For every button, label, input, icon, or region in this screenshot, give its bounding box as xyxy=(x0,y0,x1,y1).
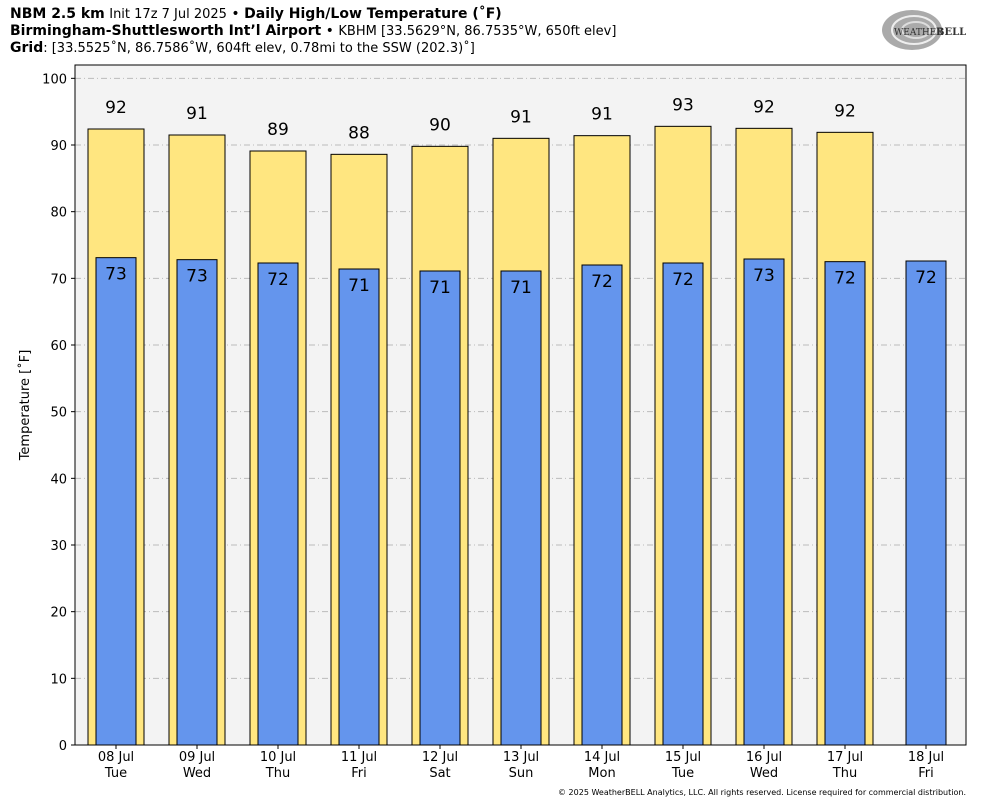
low-label: 71 xyxy=(510,278,532,298)
y-tick-label: 80 xyxy=(50,206,67,221)
high-label: 88 xyxy=(348,123,370,143)
high-label: 93 xyxy=(672,95,694,115)
low-bar xyxy=(743,258,785,746)
plot-frame xyxy=(74,64,967,746)
high-label: 91 xyxy=(186,104,208,124)
y-axis-label: Temperature [˚F] xyxy=(17,350,33,462)
low-label: 71 xyxy=(429,278,451,298)
x-tick-day: Tue xyxy=(104,766,127,781)
low-label: 72 xyxy=(834,269,856,289)
separator: • xyxy=(325,23,334,39)
low-label: 73 xyxy=(753,266,775,286)
low-bar xyxy=(905,260,947,746)
x-tick-day: Sat xyxy=(429,766,450,781)
x-tick-date: 09 Jul xyxy=(179,750,215,765)
y-tick-label: 90 xyxy=(50,139,67,154)
grid-info: : [33.5525˚N, 86.7586˚W, 604ft elev, 0.7… xyxy=(43,41,475,56)
x-tick-day: Thu xyxy=(265,766,290,781)
copyright: © 2025 WeatherBELL Analytics, LLC. All r… xyxy=(558,788,966,797)
low-label: 72 xyxy=(267,270,289,290)
y-tick-label: 70 xyxy=(50,272,67,287)
title-line-2: Birmingham-Shuttlesworth Int’l Airport •… xyxy=(10,23,616,40)
y-tick-label: 10 xyxy=(50,672,67,687)
y-tick-label: 50 xyxy=(50,406,67,421)
low-bar xyxy=(581,264,623,746)
x-tick-day: Tue xyxy=(671,766,694,781)
low-bar xyxy=(500,270,542,746)
x-tick-day: Mon xyxy=(588,766,615,781)
low-label: 73 xyxy=(105,265,127,285)
x-tick-date: 11 Jul xyxy=(341,750,377,765)
y-tick-label: 40 xyxy=(50,472,67,487)
product-title: Daily High/Low Temperature (˚F) xyxy=(244,6,502,22)
high-label: 92 xyxy=(105,98,127,118)
high-label: 90 xyxy=(429,115,451,135)
low-label: 72 xyxy=(672,270,694,290)
station-info: KBHM [33.5629°N, 86.7535°W, 650ft elev] xyxy=(338,24,617,39)
grid-label: Grid xyxy=(10,40,44,56)
low-bar xyxy=(338,268,380,746)
x-tick-day: Fri xyxy=(351,766,367,781)
svg-text:BELL: BELL xyxy=(936,27,966,38)
x-tick-date: 18 Jul xyxy=(908,750,944,765)
x-tick-date: 17 Jul xyxy=(827,750,863,765)
x-tick-day: Thu xyxy=(832,766,857,781)
high-label: 91 xyxy=(591,105,613,125)
x-tick-day: Wed xyxy=(183,766,211,781)
high-label: 91 xyxy=(510,107,532,127)
low-bar xyxy=(824,261,866,746)
y-tick-label: 20 xyxy=(50,606,67,621)
y-tick-label: 60 xyxy=(50,339,67,354)
low-bar xyxy=(176,259,218,746)
x-tick-date: 15 Jul xyxy=(665,750,701,765)
low-bar xyxy=(419,270,461,746)
high-label: 92 xyxy=(753,97,775,117)
x-tick-day: Sun xyxy=(509,766,534,781)
svg-text:WEATHER: WEATHER xyxy=(894,28,943,38)
low-bar xyxy=(662,262,704,746)
y-tick-label: 0 xyxy=(59,739,67,754)
y-tick-label: 30 xyxy=(50,539,67,554)
title-line-3: Grid: [33.5525˚N, 86.7586˚W, 604ft elev,… xyxy=(10,40,475,57)
x-tick-day: Wed xyxy=(750,766,778,781)
x-tick-date: 12 Jul xyxy=(422,750,458,765)
separator: • xyxy=(231,6,240,22)
x-tick-date: 10 Jul xyxy=(260,750,296,765)
init-time: Init 17z 7 Jul 2025 xyxy=(109,7,227,22)
high-label: 89 xyxy=(267,120,289,140)
high-label: 92 xyxy=(834,101,856,121)
low-label: 71 xyxy=(348,276,370,296)
model-name: NBM 2.5 km xyxy=(10,6,105,22)
title-line-1: NBM 2.5 km Init 17z 7 Jul 2025 • Daily H… xyxy=(10,6,502,23)
low-bar xyxy=(257,262,299,746)
x-tick-date: 16 Jul xyxy=(746,750,782,765)
low-label: 72 xyxy=(915,268,937,288)
weatherbell-logo: WEATHER BELL xyxy=(882,10,966,50)
x-tick-date: 08 Jul xyxy=(98,750,134,765)
x-tick-date: 14 Jul xyxy=(584,750,620,765)
y-tick-label: 100 xyxy=(42,72,67,87)
x-tick-day: Fri xyxy=(918,766,934,781)
x-tick-date: 13 Jul xyxy=(503,750,539,765)
low-label: 73 xyxy=(186,267,208,287)
low-label: 72 xyxy=(591,272,613,292)
station-name: Birmingham-Shuttlesworth Int’l Airport xyxy=(10,23,322,39)
low-bar xyxy=(95,257,137,746)
